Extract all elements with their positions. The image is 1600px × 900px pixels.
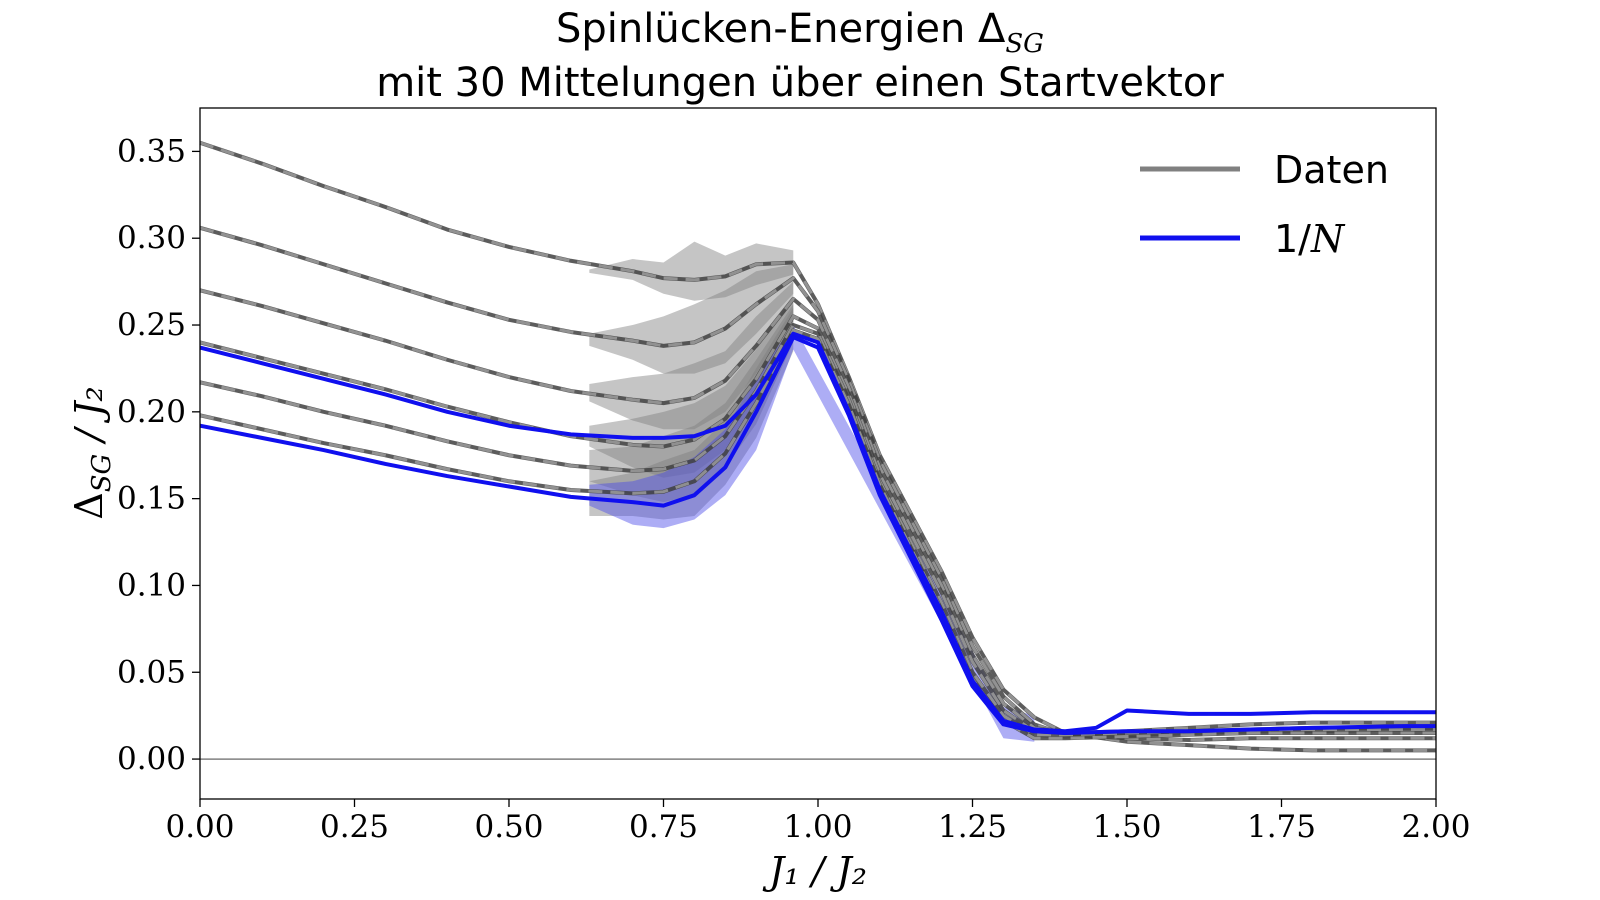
x-tick-label: 0.75 [629, 809, 698, 845]
x-tick-label: 1.00 [783, 809, 852, 845]
series-line-dashed [199, 226, 1436, 742]
x-tick-label: 1.75 [1247, 809, 1316, 845]
x-tick-label: 1.25 [938, 809, 1007, 845]
chart-title-line1-sub: SG [1005, 29, 1044, 59]
x-tick-label: 0.25 [320, 809, 389, 845]
x-axis-label: J₁ / J₂ [762, 849, 867, 893]
chart-title: Spinlücken-Energien ΔSG mit 30 Mittelung… [376, 6, 1224, 106]
legend-label-1n: 1/N [1274, 217, 1346, 261]
y-tick-label: 0.20 [117, 394, 186, 430]
uncertainty-band [589, 264, 794, 374]
chart-title-line1-text: Spinlücken-Energien Δ [556, 6, 1006, 52]
legend: Daten 1/N [1140, 148, 1389, 261]
x-axis-ticks: 0.00 0.25 0.50 0.75 1.00 1.25 1.50 1.75 2.00 [165, 799, 1471, 845]
series-line-dashed [199, 141, 1436, 752]
uncertainty-band [589, 241, 794, 301]
y-tick-label: 0.05 [117, 654, 186, 690]
legend-label-1n-text: 1/ [1274, 217, 1311, 261]
series-line-dashed [199, 335, 1436, 735]
y-axis-label-rest: / J₂ [67, 386, 111, 453]
y-axis-label-delta: Δ [67, 492, 111, 519]
legend-label-1n-math: N [1310, 217, 1346, 261]
y-tick-label: 0.25 [117, 307, 186, 343]
chart-title-line2: mit 30 Mittelungen über einen Startvekto… [376, 60, 1224, 106]
legend-label-daten: Daten [1274, 148, 1389, 192]
x-tick-label: 1.50 [1092, 809, 1161, 845]
x-tick-label: 2.00 [1401, 809, 1470, 845]
series-line-dashed [199, 328, 1436, 740]
y-tick-label: 0.30 [117, 220, 186, 256]
uncertainty-band [589, 297, 794, 478]
series-line-dashed [199, 323, 1436, 738]
y-tick-label: 0.15 [117, 481, 186, 517]
series-line [199, 335, 1436, 736]
series-lines [199, 140, 1436, 753]
y-axis-label-sub: SG [87, 454, 117, 493]
x-tick-label: 0.50 [474, 809, 543, 845]
y-tick-label: 0.35 [117, 133, 186, 169]
series-line-dashed [199, 314, 1436, 735]
series-line-dashed [199, 288, 1436, 735]
series-line [199, 288, 1436, 736]
x-tick-label: 0.00 [165, 809, 234, 845]
y-axis-label: ΔSG / J₂ [67, 386, 117, 519]
y-tick-label: 0.10 [117, 567, 186, 603]
chart-title-line1: Spinlücken-Energien ΔSG [556, 6, 1044, 59]
uncertainty-band [589, 281, 794, 430]
uncertainty-band [589, 304, 794, 503]
series-line [199, 140, 1436, 753]
y-axis-ticks: 0.00 0.05 0.10 0.15 0.20 0.25 0.30 0.35 [117, 133, 200, 777]
y-tick-label: 0.00 [117, 741, 186, 777]
